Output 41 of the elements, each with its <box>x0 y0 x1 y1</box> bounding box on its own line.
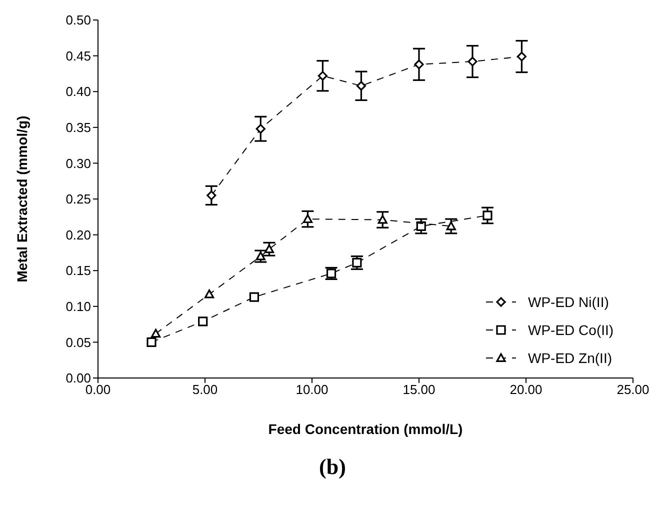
point <box>256 124 266 134</box>
point <box>352 258 362 268</box>
y-tick-label: 0.35 <box>66 120 91 136</box>
y-tick-label: 0.30 <box>66 156 91 171</box>
x-tick-label: 10.00 <box>296 382 328 398</box>
legend-label: WP-ED Zn(II) <box>528 350 612 366</box>
point <box>378 214 388 224</box>
point <box>318 71 328 81</box>
point <box>264 244 274 254</box>
point <box>249 292 260 302</box>
x-tick-label: 5.00 <box>192 382 218 398</box>
point <box>516 52 527 62</box>
x-axis-title: Feed Concentration (mmol/L) <box>268 421 463 437</box>
legend-label: WP-ED Co(II) <box>528 322 614 338</box>
point <box>446 221 456 230</box>
y-tick-label: 0.40 <box>66 84 91 100</box>
point <box>416 221 426 232</box>
x-tick-label: 25.00 <box>616 382 650 398</box>
point <box>356 81 366 91</box>
point <box>146 337 156 347</box>
x-tick-label: 20.00 <box>510 382 542 398</box>
y-tick-label: 0.50 <box>66 12 91 28</box>
point <box>302 214 313 224</box>
y-tick-label: 0.45 <box>66 48 91 64</box>
point <box>198 316 208 326</box>
text: (b) <box>318 454 347 480</box>
point <box>206 190 216 200</box>
point <box>256 251 266 260</box>
y-tick-label: 0.20 <box>66 227 91 242</box>
point <box>150 328 161 338</box>
point <box>414 60 424 70</box>
y-tick-label: 0.05 <box>66 334 91 350</box>
y-axis-title: Metal Extracted (mmol/g) <box>14 116 30 282</box>
y-tick-label: 0.15 <box>66 263 91 278</box>
y-tick-label: 0.10 <box>66 299 91 314</box>
legend-label: WP-ED Ni(II) <box>528 294 609 310</box>
point <box>482 210 492 220</box>
x-tick-label: 15.00 <box>402 382 436 398</box>
point <box>468 56 478 66</box>
point <box>204 289 214 298</box>
y-tick-label: 0.25 <box>66 192 91 207</box>
